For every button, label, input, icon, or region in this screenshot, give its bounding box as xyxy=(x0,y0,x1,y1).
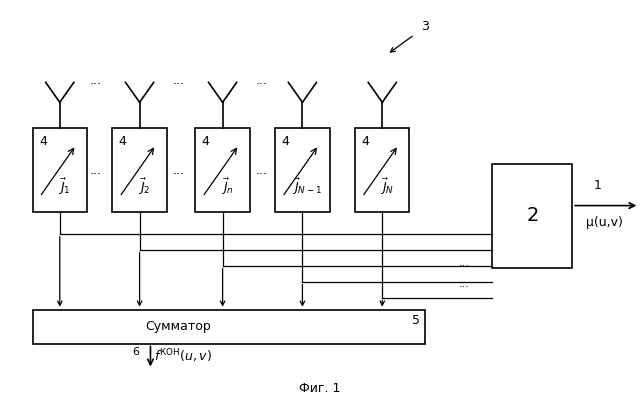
Text: μ(u,v): μ(u,v) xyxy=(586,216,623,228)
Text: $\vec{J}_{N-1}$: $\vec{J}_{N-1}$ xyxy=(292,177,322,197)
Text: $\vec{J}_2$: $\vec{J}_2$ xyxy=(138,177,150,197)
Bar xyxy=(492,164,572,268)
Text: 4: 4 xyxy=(39,136,47,148)
Text: ...: ... xyxy=(458,279,469,289)
Text: ...: ... xyxy=(255,164,268,177)
Bar xyxy=(33,310,426,344)
Text: ...: ... xyxy=(172,164,184,177)
Text: $f^{\mathregular{КОН}}(u,v)$: $f^{\mathregular{КОН}}(u,v)$ xyxy=(154,348,211,365)
Text: 1: 1 xyxy=(594,179,602,192)
Text: Фиг. 1: Фиг. 1 xyxy=(300,382,340,395)
Bar xyxy=(33,128,87,212)
Text: Сумматор: Сумматор xyxy=(145,320,211,333)
Text: 5: 5 xyxy=(412,314,420,327)
Bar xyxy=(275,128,330,212)
Text: 6: 6 xyxy=(132,348,139,358)
Text: 4: 4 xyxy=(119,136,127,148)
Bar xyxy=(355,128,410,212)
Text: $\vec{J}_1$: $\vec{J}_1$ xyxy=(58,177,70,197)
Text: 4: 4 xyxy=(362,136,369,148)
Text: 4: 4 xyxy=(282,136,289,148)
Text: 3: 3 xyxy=(421,20,429,33)
Text: 2: 2 xyxy=(526,206,538,226)
Text: ...: ... xyxy=(458,258,469,268)
Text: $\vec{J}_N$: $\vec{J}_N$ xyxy=(380,177,394,197)
Text: ...: ... xyxy=(255,74,268,87)
Text: $\vec{J}_n$: $\vec{J}_n$ xyxy=(221,177,234,197)
Text: ...: ... xyxy=(89,74,101,87)
Text: ...: ... xyxy=(89,164,101,177)
Text: ...: ... xyxy=(172,74,184,87)
Bar xyxy=(195,128,250,212)
Text: 4: 4 xyxy=(202,136,210,148)
Bar xyxy=(113,128,167,212)
